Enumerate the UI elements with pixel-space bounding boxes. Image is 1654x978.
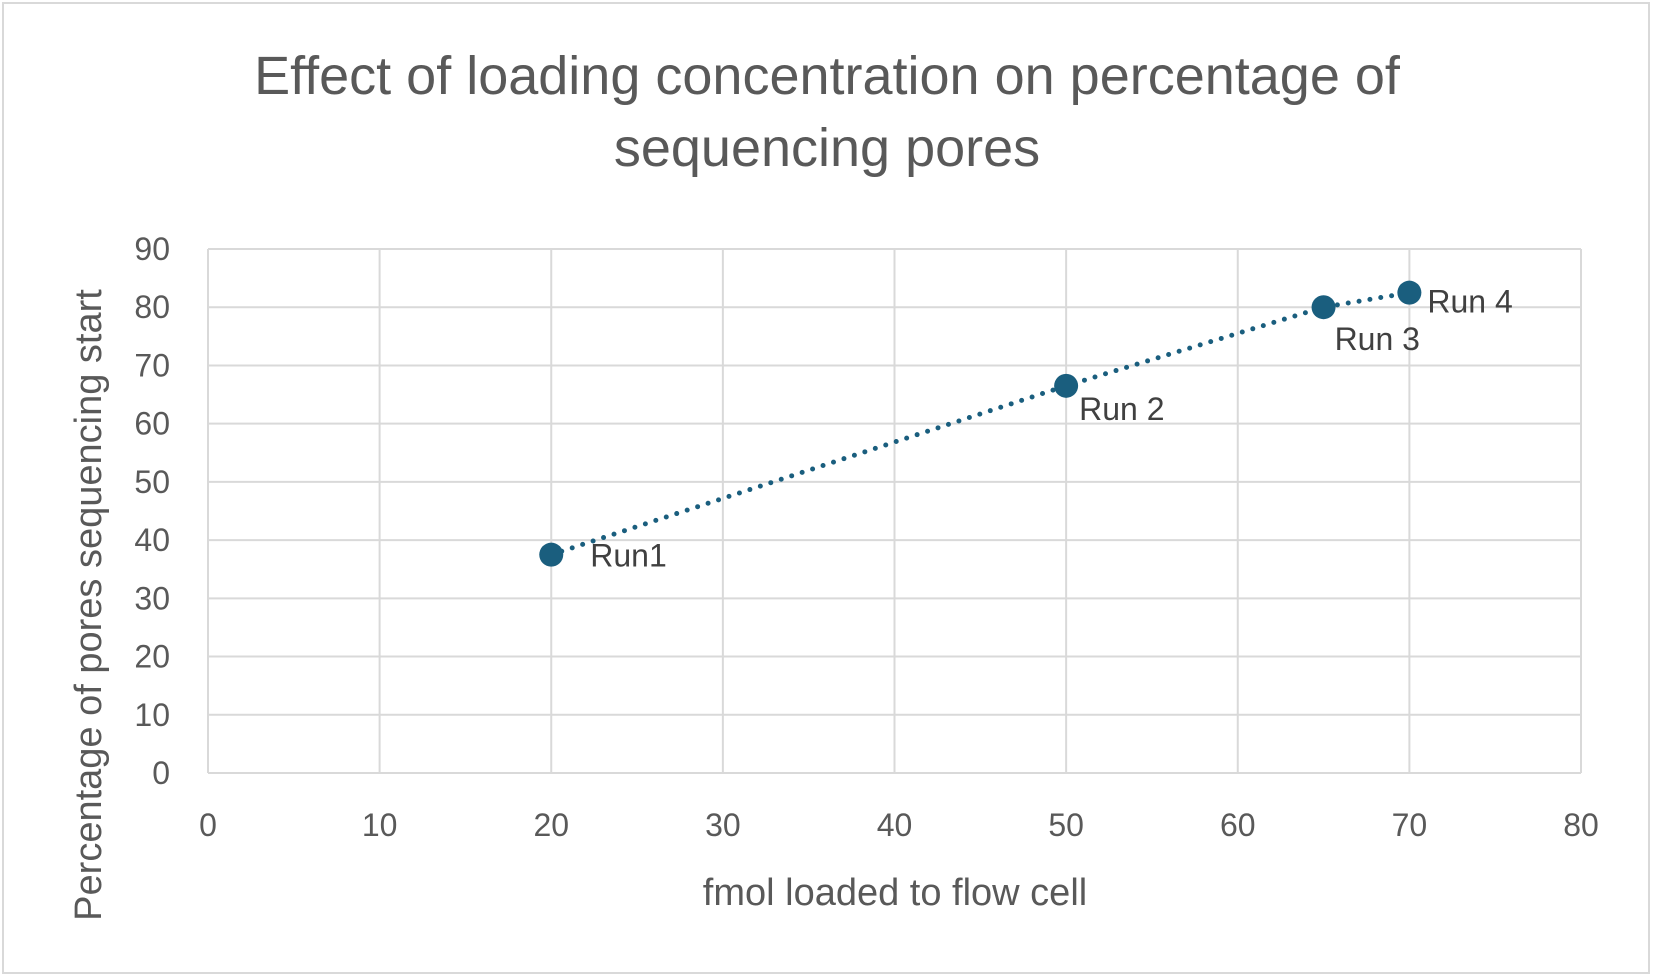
x-tick-label: 60	[1220, 807, 1256, 843]
data-point	[1311, 295, 1336, 320]
y-tick-label: 50	[134, 464, 170, 500]
x-tick-label: 40	[877, 807, 913, 843]
y-axis-ticks: 0 10 20 30 40 50 60 70 80 90	[134, 231, 170, 791]
data-point-label: Run 4	[1427, 284, 1512, 320]
chart-title-line-2: sequencing pores	[613, 118, 1041, 178]
data-point-label: Run 3	[1335, 321, 1420, 357]
data-point	[1397, 280, 1422, 305]
x-tick-label: 0	[199, 807, 217, 843]
y-tick-label: 70	[134, 347, 170, 383]
y-tick-label: 0	[152, 755, 170, 791]
data-point-label: Run1	[590, 538, 667, 574]
x-axis-title: fmol loaded to flow cell	[703, 872, 1087, 914]
x-tick-label: 70	[1392, 807, 1428, 843]
data-point	[1054, 373, 1079, 398]
x-tick-label: 80	[1563, 807, 1599, 843]
y-tick-label: 30	[134, 580, 170, 616]
data-point	[539, 542, 564, 567]
y-tick-label: 90	[134, 231, 170, 267]
y-tick-label: 10	[134, 697, 170, 733]
series-points	[539, 280, 1422, 567]
y-axis-title: Percentage of pores sequencing start	[68, 289, 110, 921]
y-tick-label: 20	[134, 639, 170, 675]
y-tick-label: 40	[134, 522, 170, 558]
y-tick-label: 80	[134, 289, 170, 325]
grid-layer	[207, 248, 1582, 774]
x-axis-ticks: 0 10 20 30 40 50 60 70 80	[199, 807, 1599, 843]
x-tick-label: 50	[1048, 807, 1084, 843]
x-tick-label: 20	[533, 807, 569, 843]
y-tick-label: 60	[134, 406, 170, 442]
chart-title: Effect of loading concentration on perce…	[0, 40, 1654, 184]
data-point-label: Run 2	[1079, 391, 1164, 427]
x-tick-label: 30	[705, 807, 741, 843]
chart-title-line-1: Effect of loading concentration on perce…	[254, 46, 1400, 106]
x-tick-label: 10	[362, 807, 398, 843]
